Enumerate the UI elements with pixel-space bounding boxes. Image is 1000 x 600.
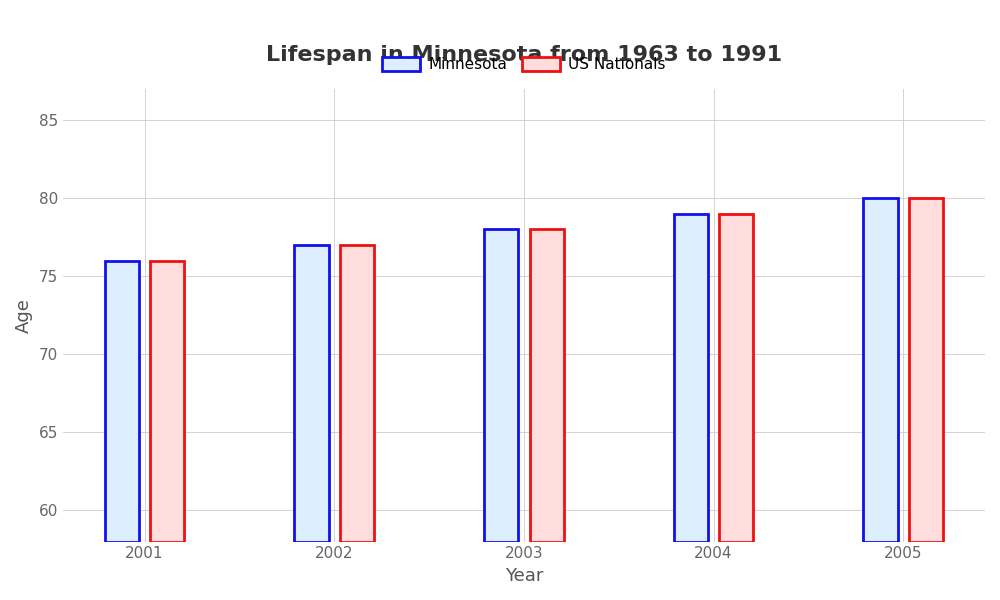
Bar — [340, 245, 374, 542]
Bar — [294, 245, 329, 542]
Bar — [530, 229, 564, 542]
Bar — [484, 229, 518, 542]
Y-axis label: Age: Age — [15, 298, 33, 332]
Bar — [105, 260, 139, 542]
Title: Lifespan in Minnesota from 1963 to 1991: Lifespan in Minnesota from 1963 to 1991 — [266, 45, 782, 65]
Legend: Minnesota, US Nationals: Minnesota, US Nationals — [376, 51, 672, 79]
X-axis label: Year: Year — [505, 567, 543, 585]
Bar — [674, 214, 708, 542]
Bar — [150, 260, 184, 542]
Bar — [719, 214, 753, 542]
Bar — [863, 198, 898, 542]
Bar — [909, 198, 943, 542]
